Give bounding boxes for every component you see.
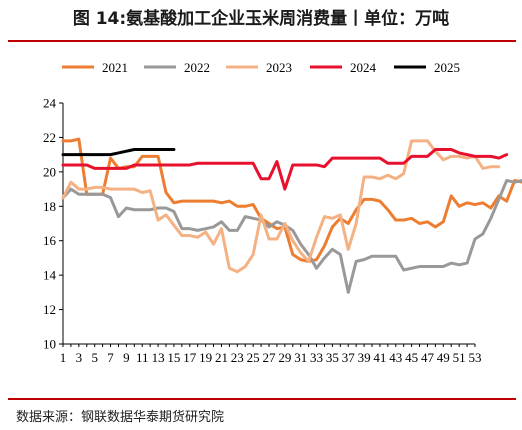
x-tick-label: 9 [123, 350, 130, 365]
y-tick-label: 10 [43, 337, 56, 352]
x-tick-label: 23 [231, 350, 244, 365]
x-tick-label: 17 [183, 350, 197, 365]
y-tick-label: 16 [43, 233, 57, 248]
y-tick-label: 14 [43, 268, 57, 283]
legend-label-2021: 2021 [102, 60, 128, 75]
x-tick-label: 53 [469, 350, 482, 365]
series-line-2023 [61, 139, 501, 274]
source-rule [8, 398, 516, 400]
x-tick-label: 29 [278, 350, 291, 365]
legend-label-2025: 2025 [434, 60, 460, 75]
x-tick-label: 39 [358, 350, 371, 365]
x-tick-label: 7 [107, 350, 114, 365]
x-tick-label: 3 [76, 350, 83, 365]
chart-title: 图 14:氨基酸加工企业玉米周消费量丨单位：万吨 [72, 9, 450, 29]
x-tick-label: 5 [91, 350, 98, 365]
series-line-2024 [61, 147, 509, 191]
x-tick-label: 33 [310, 350, 323, 365]
data-source-note: 数据来源：钢联数据华泰期货研究院 [16, 410, 225, 425]
x-tick-label: 49 [437, 350, 450, 365]
x-tick-label: 35 [326, 350, 339, 365]
series-layer [61, 137, 522, 294]
x-tick-label: 41 [373, 350, 386, 365]
x-tick-label: 37 [342, 350, 356, 365]
y-tick-label: 24 [43, 96, 57, 111]
x-tick-label: 25 [247, 350, 260, 365]
x-tick-label: 47 [421, 350, 435, 365]
legend-label-2023: 2023 [266, 60, 292, 75]
y-tick-label: 18 [43, 199, 56, 214]
y-tick-label: 22 [43, 130, 56, 145]
x-tick-label: 45 [405, 350, 418, 365]
series-line-2025 [61, 147, 176, 157]
x-tick-label: 11 [136, 350, 149, 365]
x-tick-label: 1 [60, 350, 67, 365]
legend-label-2022: 2022 [184, 60, 210, 75]
y-tick-label: 20 [43, 164, 56, 179]
x-tick-label: 21 [215, 350, 228, 365]
y-tick-label: 12 [43, 302, 56, 317]
x-tick-label: 27 [263, 350, 277, 365]
x-tick-label: 19 [199, 350, 212, 365]
x-tick-label: 13 [152, 350, 165, 365]
title-rule [8, 40, 516, 42]
x-tick-label: 15 [167, 350, 180, 365]
legend-label-2024: 2024 [350, 60, 377, 75]
legend: 2021 2022 2023 2024 2025 [62, 60, 460, 75]
x-tick-label: 31 [294, 350, 307, 365]
series-line-2021 [61, 137, 522, 263]
x-tick-label: 43 [389, 350, 402, 365]
series-line-2022 [61, 178, 522, 294]
x-tick-label: 51 [453, 350, 466, 365]
